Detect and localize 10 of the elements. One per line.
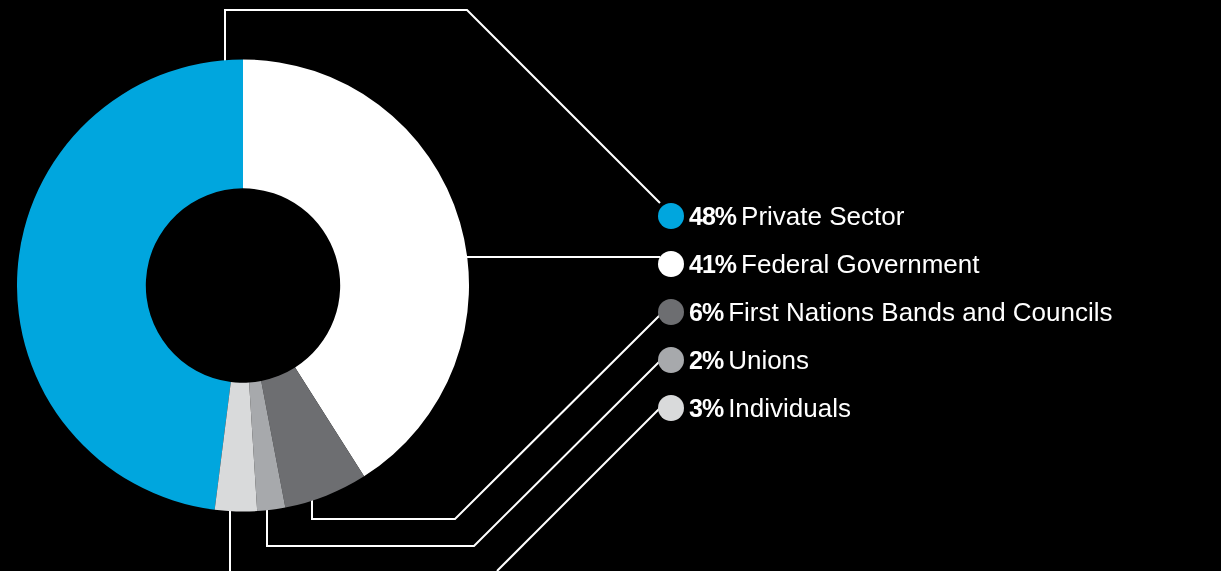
data-label: 3% xyxy=(689,393,724,422)
legend-label: Individuals xyxy=(728,392,851,423)
legend-label: Private Sector xyxy=(741,200,905,231)
data-label: 41% xyxy=(689,249,737,278)
legend-label: Unions xyxy=(728,344,810,375)
legend-label: Federal Government xyxy=(741,248,980,279)
data-label: 6% xyxy=(689,297,724,326)
data-label: 2% xyxy=(689,345,724,374)
data-label: 48% xyxy=(689,201,737,230)
legend-label: First Nations Bands and Councils xyxy=(728,296,1113,327)
